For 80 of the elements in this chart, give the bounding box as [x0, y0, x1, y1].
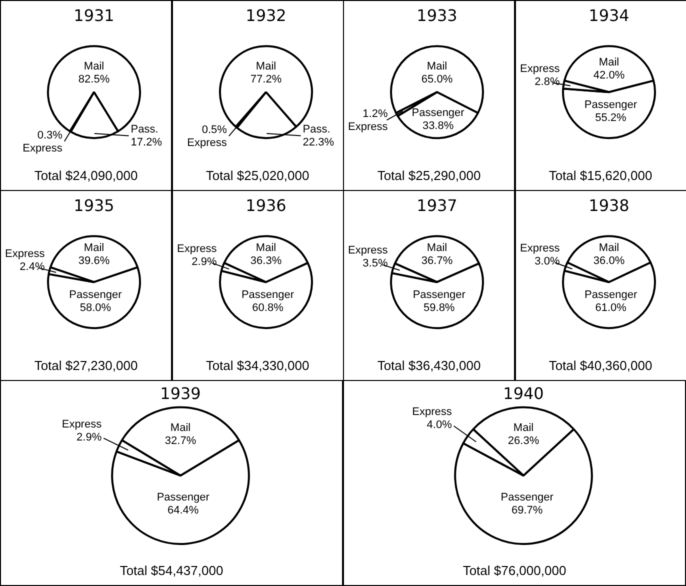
data-label: 0.5% — [201, 124, 227, 136]
data-label: 55.2% — [594, 112, 626, 124]
slice-label: Express — [186, 137, 227, 150]
data-label: 42.0% — [592, 70, 624, 82]
data-label: 26.3% — [508, 435, 540, 448]
text: Total $76,000,000 — [462, 563, 568, 578]
data-label: 2.9% — [191, 256, 216, 268]
slice-label: Passenger — [156, 492, 210, 504]
data-label: 65.0% — [421, 73, 453, 86]
data-label: 69.7% — [512, 504, 543, 517]
data-label: 3.5% — [362, 258, 388, 270]
slice-label: Mail — [170, 422, 191, 434]
slice-label: Express — [348, 121, 388, 134]
data-label: 3.0% — [534, 256, 560, 268]
slice-label: Mail — [513, 422, 534, 434]
slice-label: Express — [62, 418, 102, 430]
slice-label: Express — [176, 242, 217, 255]
slice-label: Mail — [426, 242, 448, 254]
data-label: 22.3% — [302, 136, 334, 148]
text: Total $54,437,000 — [118, 563, 224, 578]
text: Total $24,090,000 — [33, 168, 139, 183]
slice-label: Passenger — [500, 492, 554, 504]
slice-label: Mail — [84, 242, 104, 254]
slice-label: Express — [22, 142, 63, 154]
data-label: 36.3% — [250, 255, 282, 268]
slice-label: Express — [412, 406, 452, 418]
chart-title: 1935 — [74, 196, 114, 215]
slice-label: Express — [519, 62, 560, 75]
slice-label: Mail — [255, 60, 276, 72]
text: Total $25,020,000 — [204, 168, 310, 183]
slice-label: Mail — [426, 60, 448, 72]
slice-label: Pass. — [130, 123, 158, 136]
chart-title: 1937 — [416, 196, 458, 215]
chart-title: 1934 — [588, 6, 629, 25]
slice-label: Mail — [84, 60, 104, 72]
data-label: 2.9% — [76, 431, 102, 444]
chart-title: 1938 — [588, 196, 629, 215]
chart-title: 1936 — [245, 196, 286, 215]
data-label: 82.5% — [78, 73, 110, 86]
data-label: 4.0% — [426, 419, 452, 432]
slice-label: Express — [4, 248, 46, 260]
data-label: 33.8% — [422, 120, 454, 132]
slice-label: Mail — [598, 56, 619, 69]
data-label: 39.6% — [78, 255, 110, 268]
text: Total $34,330,000 — [204, 358, 310, 373]
data-label: 17.2% — [130, 136, 162, 148]
text: Total $36,430,000 — [376, 358, 482, 373]
data-label: 1.2% — [362, 108, 388, 120]
text: Total $15,620,000 — [548, 168, 654, 183]
data-label: 32.7% — [164, 435, 196, 448]
text: Total $40,360,000 — [548, 358, 654, 373]
data-label: 58.0% — [80, 302, 112, 314]
data-label: 36.7% — [421, 255, 453, 268]
slice-label: Express — [519, 242, 560, 255]
data-label: 2.4% — [20, 260, 45, 273]
slice-label: Passenger — [412, 107, 465, 120]
data-label: 59.8% — [424, 302, 455, 314]
slice-label: Passenger — [240, 288, 294, 301]
text: Total $27,230,000 — [33, 358, 139, 373]
chart-title: 1931 — [74, 6, 114, 25]
chart-title: 1939 — [160, 384, 201, 403]
slice-label: Passenger — [69, 288, 122, 301]
slice-label: Mail — [598, 242, 619, 254]
slice-label: Express — [348, 244, 388, 257]
slice-label: Passenger — [584, 98, 637, 111]
chart-title: 1940 — [503, 384, 544, 403]
slice-label: Pass. — [302, 123, 330, 136]
data-label: 0.3% — [37, 129, 63, 142]
slice-label: Passenger — [584, 288, 637, 301]
data-label: 61.0% — [594, 302, 626, 314]
data-label: 60.8% — [252, 302, 284, 314]
data-label: 77.2% — [250, 73, 282, 86]
data-label: 2.8% — [534, 76, 560, 88]
slice-label: Mail — [255, 242, 276, 254]
data-label: 36.0% — [592, 255, 624, 268]
data-label: 64.4% — [168, 504, 199, 517]
text: Total $25,290,000 — [376, 168, 482, 183]
slice-label: Passenger — [412, 288, 466, 301]
chart-title: 1932 — [245, 6, 286, 25]
chart-title: 1933 — [416, 6, 458, 25]
